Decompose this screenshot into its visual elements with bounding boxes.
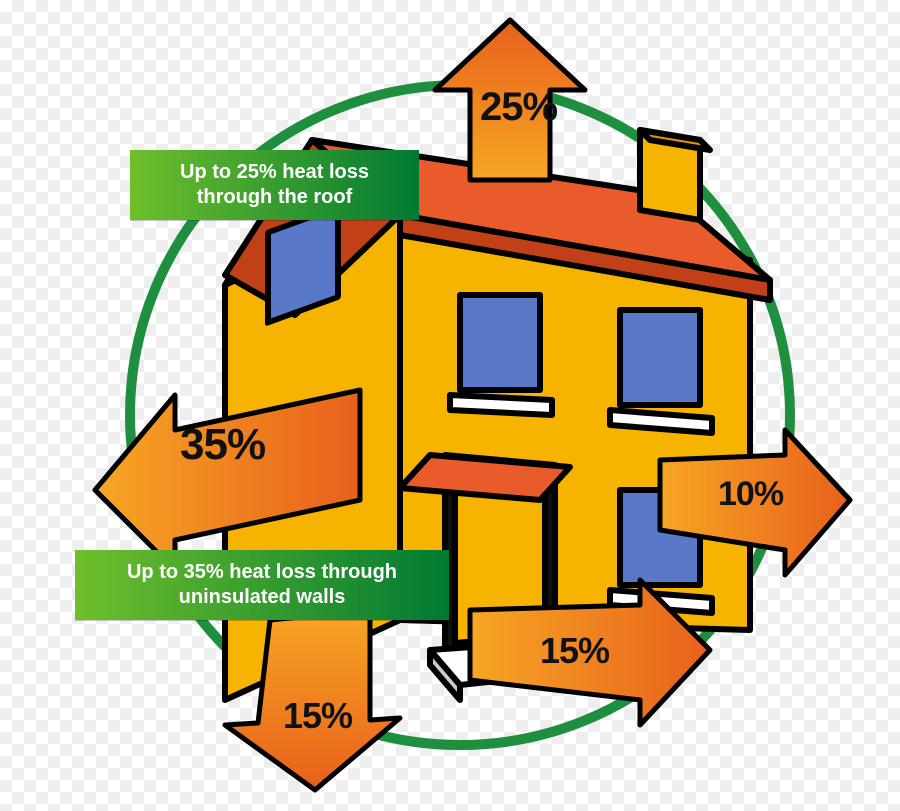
callout-roof: Up to 25% heat loss through the roof: [130, 150, 419, 220]
heat-loss-infographic: 25% 35% 10% 15% 15% Up to 25% heat loss …: [0, 0, 900, 811]
pct-door: 15%: [540, 630, 609, 672]
pct-roof: 25%: [480, 85, 557, 130]
pct-windows: 10%: [718, 475, 783, 514]
diagram-svg: [0, 0, 900, 811]
pct-walls: 35%: [180, 420, 265, 470]
pct-floor: 15%: [283, 695, 352, 737]
callout-walls: Up to 35% heat loss through uninsulated …: [75, 550, 449, 620]
